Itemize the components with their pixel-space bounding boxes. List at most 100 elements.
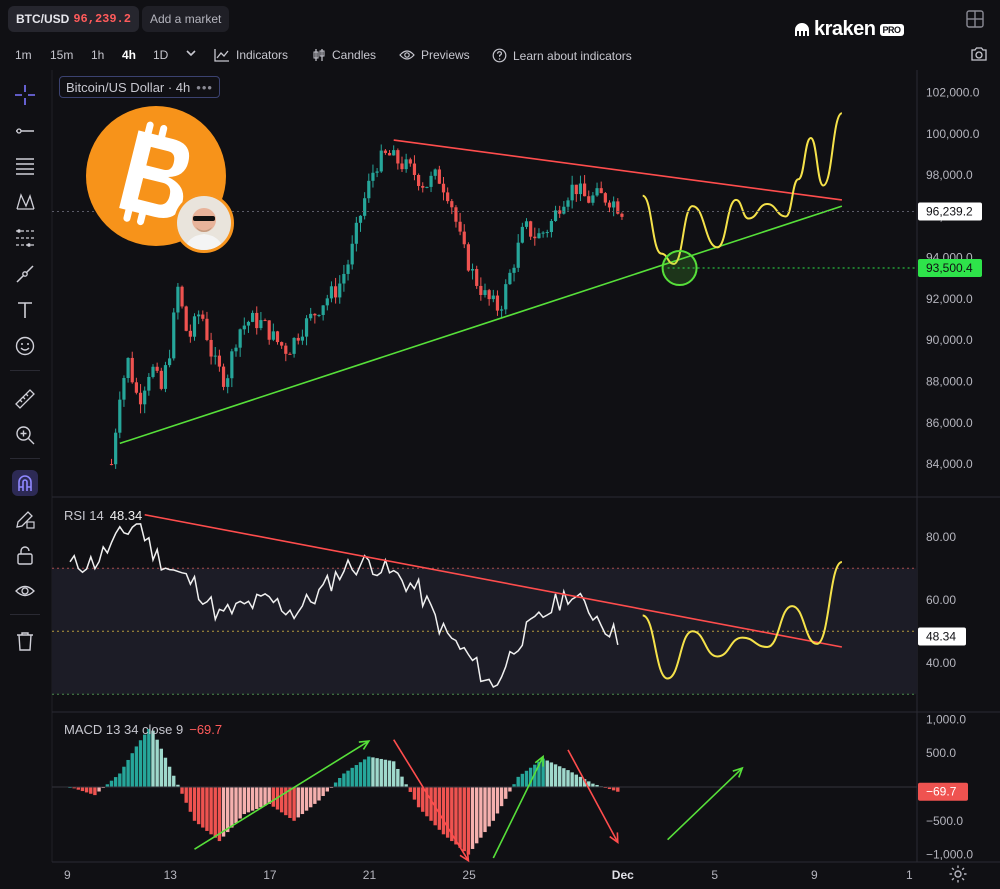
candle bbox=[375, 168, 379, 178]
macd-bar bbox=[213, 787, 217, 838]
candle-body bbox=[508, 272, 512, 285]
rsi-current-text: 48.34 bbox=[926, 629, 956, 643]
candle-body bbox=[562, 206, 566, 214]
candle bbox=[188, 324, 192, 343]
emoji-tool-icon[interactable] bbox=[12, 333, 38, 359]
price-tick-label: 86,000.0 bbox=[926, 416, 973, 430]
trash-icon[interactable] bbox=[12, 628, 38, 654]
candle bbox=[537, 228, 541, 239]
learn-indicators-link[interactable]: Learn about indicators bbox=[492, 48, 632, 63]
text-tool-icon[interactable] bbox=[12, 297, 38, 323]
candle bbox=[475, 265, 479, 289]
ruler-icon[interactable] bbox=[12, 386, 38, 412]
candle bbox=[251, 310, 255, 323]
macd-bar bbox=[454, 787, 458, 845]
candle-body bbox=[242, 325, 246, 330]
visibility-icon[interactable] bbox=[12, 578, 38, 604]
macd-arrow-line bbox=[492, 756, 544, 859]
magnet-icon[interactable] bbox=[12, 470, 38, 496]
toolbar-divider bbox=[10, 370, 40, 371]
timeframe-4h[interactable]: 4h bbox=[122, 48, 137, 62]
candle bbox=[267, 320, 271, 345]
timeframe-1h[interactable]: 1h bbox=[91, 48, 105, 62]
crosshair-icon[interactable] bbox=[12, 82, 38, 108]
candle-body bbox=[192, 316, 197, 337]
indicators-button[interactable]: Indicators bbox=[214, 48, 288, 62]
timeframe-15m[interactable]: 15m bbox=[50, 48, 74, 62]
previews-label: Previews bbox=[421, 48, 470, 62]
macd-bar bbox=[545, 760, 549, 787]
candle bbox=[417, 173, 421, 191]
more-options-icon[interactable]: ••• bbox=[196, 79, 213, 95]
brush-tool-icon[interactable] bbox=[12, 261, 38, 287]
candle bbox=[325, 294, 329, 311]
candle-body bbox=[363, 198, 367, 216]
macd-bar bbox=[479, 787, 483, 838]
candle bbox=[134, 377, 138, 395]
macd-arrow-head bbox=[732, 766, 744, 778]
macd-bar bbox=[533, 764, 537, 787]
timeframe-1m[interactable]: 1m bbox=[15, 48, 32, 62]
candle-body bbox=[275, 331, 280, 343]
candle-body bbox=[321, 305, 325, 315]
trend-line-tool-icon[interactable] bbox=[12, 118, 38, 144]
candle-body bbox=[122, 378, 126, 400]
candle bbox=[421, 182, 425, 193]
annotation-layer bbox=[52, 112, 917, 863]
timeframe-1d[interactable]: 1D bbox=[153, 48, 169, 62]
candle bbox=[275, 330, 280, 345]
layout-grid-icon[interactable] bbox=[964, 8, 986, 30]
pencil-lock-icon[interactable] bbox=[12, 506, 38, 532]
macd-bar bbox=[445, 787, 450, 838]
learn-indicators-label: Learn about indicators bbox=[513, 48, 632, 63]
candle bbox=[201, 310, 205, 322]
candle bbox=[583, 175, 587, 197]
candles-button[interactable]: Candles bbox=[312, 48, 376, 62]
zoom-in-icon[interactable] bbox=[12, 422, 38, 448]
candle-body bbox=[412, 163, 417, 175]
candle-body bbox=[437, 169, 441, 184]
candle-body bbox=[574, 184, 578, 195]
date-tick-label: 25 bbox=[462, 868, 476, 882]
macd-bar bbox=[292, 787, 296, 821]
candle-body bbox=[512, 267, 516, 273]
macd-bar bbox=[109, 780, 114, 787]
price-tick-label: 88,000.0 bbox=[926, 375, 973, 389]
previews-button[interactable]: Previews bbox=[399, 48, 470, 62]
candle bbox=[138, 384, 143, 414]
camera-icon[interactable] bbox=[970, 46, 988, 65]
settings-gear-icon[interactable] bbox=[948, 864, 968, 889]
add-market-button[interactable]: Add a market bbox=[142, 6, 230, 32]
lock-icon[interactable] bbox=[12, 542, 38, 568]
candle-body bbox=[284, 345, 288, 354]
candle bbox=[284, 342, 288, 362]
chart-legend-main[interactable]: Bitcoin/US Dollar · 4h ••• bbox=[59, 76, 220, 98]
macd-bar bbox=[383, 759, 388, 787]
candle-body bbox=[296, 337, 300, 341]
candle-body bbox=[495, 295, 500, 311]
fibonacci-tool-icon[interactable] bbox=[12, 225, 38, 251]
macd-pane bbox=[52, 728, 917, 855]
candle bbox=[342, 264, 346, 292]
rsi-legend[interactable]: RSI 14 48.34 bbox=[64, 508, 142, 523]
eye-icon bbox=[399, 50, 415, 60]
pattern-tool-icon[interactable] bbox=[12, 189, 38, 215]
candle-body bbox=[607, 202, 612, 208]
horizontal-lines-icon[interactable] bbox=[12, 153, 38, 179]
macd-bar bbox=[143, 734, 147, 787]
candle bbox=[433, 168, 437, 180]
candle bbox=[159, 367, 163, 391]
candle bbox=[130, 351, 134, 384]
date-tick-label: 1 bbox=[906, 868, 913, 882]
timeframe-dropdown[interactable] bbox=[186, 48, 196, 58]
candle-body bbox=[346, 264, 350, 274]
candle bbox=[466, 242, 470, 272]
market-selector[interactable]: BTC/USD 96,239.2 bbox=[8, 6, 139, 32]
macd-legend[interactable]: MACD 13 34 close 9 −69.7 bbox=[64, 722, 222, 737]
rsi-line bbox=[69, 523, 619, 688]
date-axis[interactable]: 9 13 17 21 25 Dec 5 9 1 bbox=[0, 864, 1000, 889]
candle-body bbox=[549, 220, 553, 233]
macd-bar bbox=[379, 758, 383, 787]
candle bbox=[616, 198, 620, 215]
